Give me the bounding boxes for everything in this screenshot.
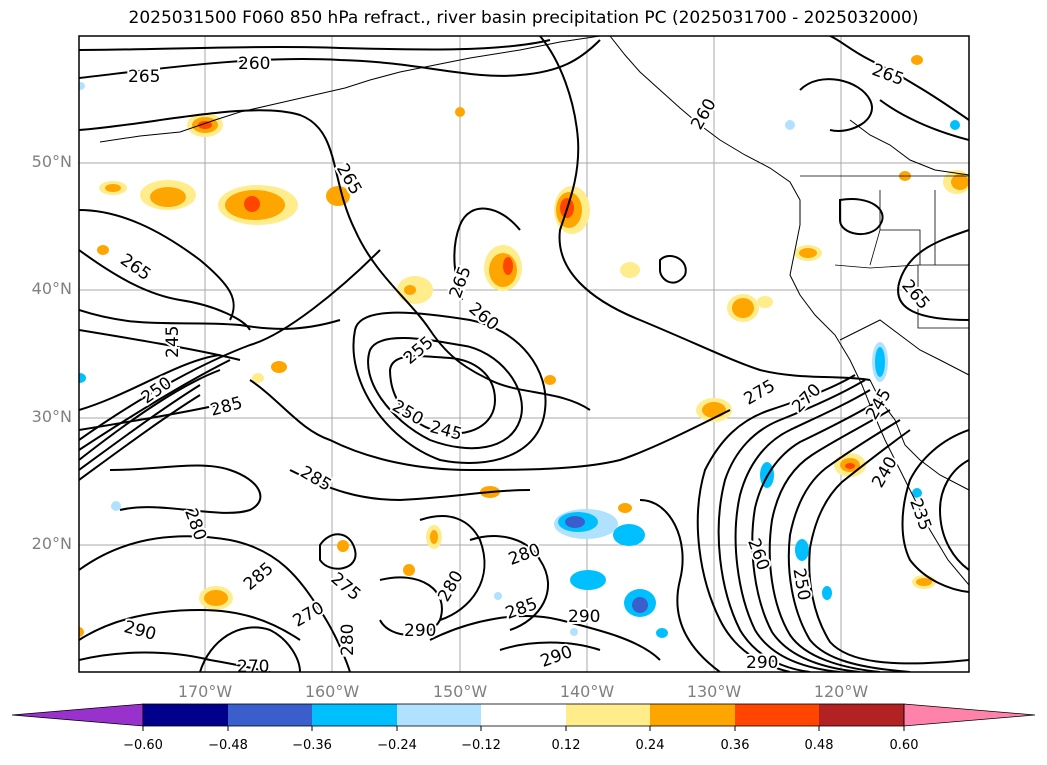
lon-label-120w: 120°W bbox=[813, 682, 869, 701]
colorbar bbox=[11, 703, 1036, 731]
contour-label: 290 bbox=[568, 607, 600, 627]
lon-label-130w: 130°W bbox=[686, 682, 742, 701]
contour-label: 260 bbox=[238, 54, 270, 74]
colorbar-tick-label: −0.12 bbox=[461, 738, 501, 753]
colorbar-tick-label: 0.24 bbox=[635, 738, 665, 753]
contour-label: 265 bbox=[128, 67, 160, 87]
lon-label-160w: 160°W bbox=[304, 682, 360, 701]
contour-label: 290 bbox=[404, 621, 436, 641]
contour-label: 280 bbox=[338, 624, 358, 656]
colorbar-tick-label: −0.48 bbox=[208, 738, 248, 753]
lat-label-30n: 30°N bbox=[31, 407, 72, 426]
coastlines bbox=[99, 36, 969, 586]
colorbar-tick-label: −0.60 bbox=[123, 738, 163, 753]
colorbar-tick-label: 0.60 bbox=[889, 738, 919, 753]
lon-label-140w: 140°W bbox=[559, 682, 615, 701]
political-borders bbox=[800, 175, 969, 329]
refractivity-contours bbox=[79, 36, 969, 672]
map-frame bbox=[78, 35, 970, 673]
map-plot-area: 265 260 265 265 265 265 260 255 250 245 … bbox=[79, 36, 969, 677]
colorbar-tick-label: 0.48 bbox=[804, 738, 834, 753]
lat-label-20n: 20°N bbox=[31, 534, 72, 553]
contour-label: 245 bbox=[163, 326, 183, 358]
colorbar-tick-label: 0.12 bbox=[551, 738, 581, 753]
lon-label-170w: 170°W bbox=[177, 682, 233, 701]
contour-label: 290 bbox=[746, 653, 778, 673]
contour-label: 270 bbox=[237, 657, 269, 677]
graticule bbox=[79, 36, 969, 672]
colorbar-tick-label: 0.36 bbox=[720, 738, 750, 753]
map-title: 2025031500 F060 850 hPa refract., river … bbox=[128, 8, 919, 28]
lat-label-40n: 40°N bbox=[31, 279, 72, 298]
colorbar-tick-label: −0.36 bbox=[292, 738, 332, 753]
lon-label-150w: 150°W bbox=[432, 682, 488, 701]
lat-label-50n: 50°N bbox=[31, 152, 72, 171]
colorbar-tick-label: −0.24 bbox=[377, 738, 417, 753]
